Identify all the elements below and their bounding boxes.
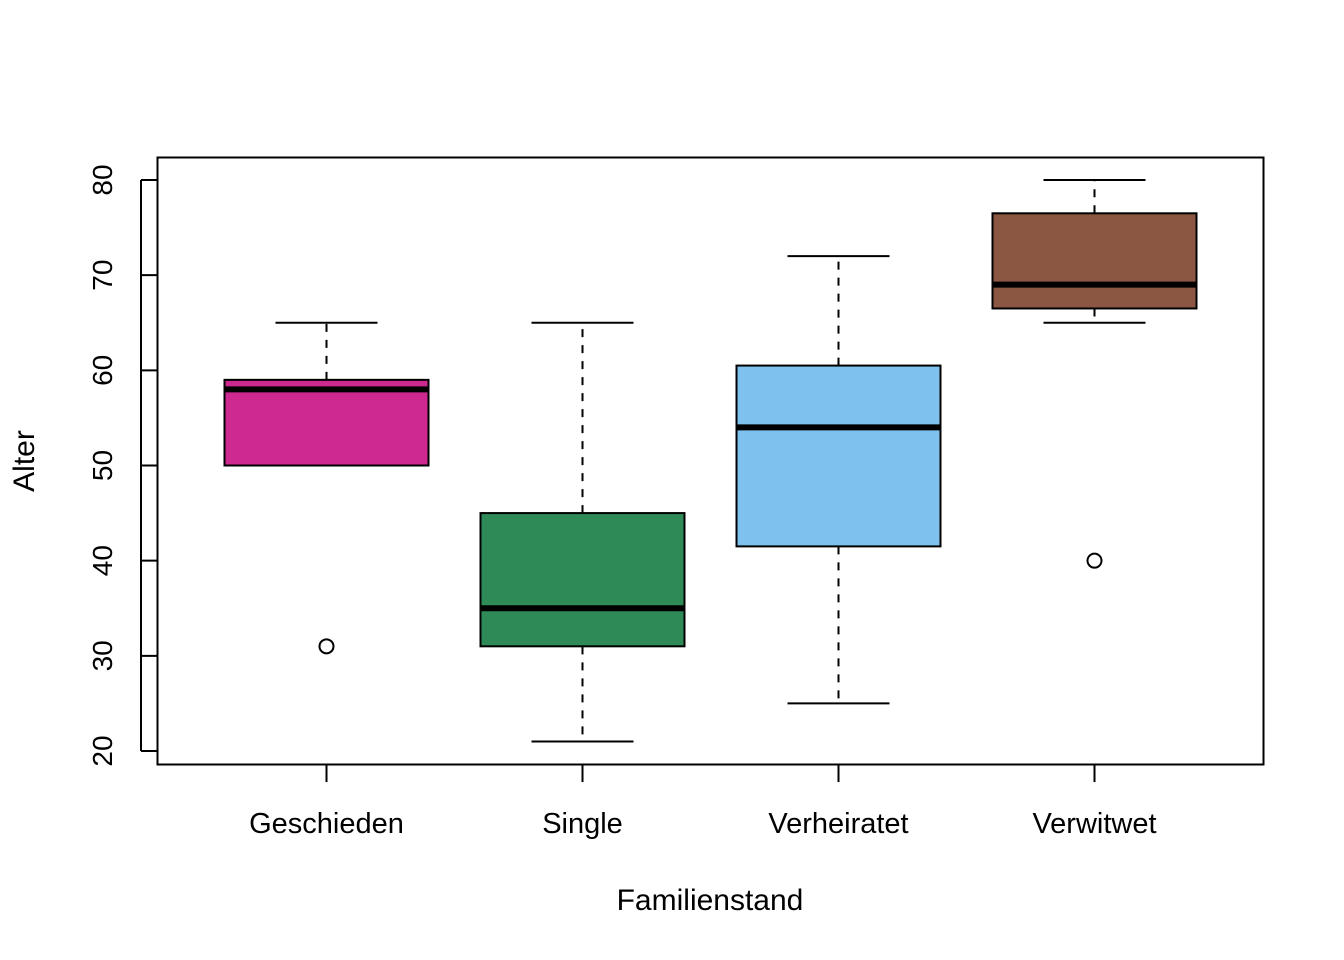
x-tick-label: Verheiratet: [768, 808, 908, 840]
box-group-verheiratet: [735, 255, 942, 705]
box-iqr: [479, 512, 686, 648]
y-axis: 20 30 40 50 60 70 80: [87, 164, 158, 767]
outlier-point: [1086, 552, 1103, 569]
y-tick-label: 60: [87, 355, 118, 386]
box-group-single: [479, 321, 686, 743]
box-iqr: [735, 364, 942, 548]
x-tick-label: Single: [542, 808, 623, 840]
y-tick-label: 80: [87, 164, 118, 195]
box-iqr: [223, 378, 430, 467]
y-tick-label: 20: [87, 735, 118, 766]
box-group-geschieden: [223, 321, 430, 655]
y-tick-label: 30: [87, 640, 118, 671]
box-group-verwitwet: [991, 179, 1198, 569]
plot-area: [223, 179, 1198, 743]
x-axis: Geschieden Single Verheiratet Verwitwet: [249, 764, 1157, 840]
plot-frame: [156, 156, 1265, 766]
y-tick-label: 40: [87, 545, 118, 576]
y-axis-label: Alter: [8, 430, 41, 492]
x-axis-label: Familienstand: [617, 884, 804, 917]
outlier-point: [318, 638, 335, 655]
y-tick-label: 50: [87, 450, 118, 481]
x-tick-label: Geschieden: [249, 808, 404, 840]
x-tick-label: Verwitwet: [1032, 808, 1156, 840]
box-iqr: [991, 212, 1198, 310]
y-tick-label: 70: [87, 260, 118, 291]
